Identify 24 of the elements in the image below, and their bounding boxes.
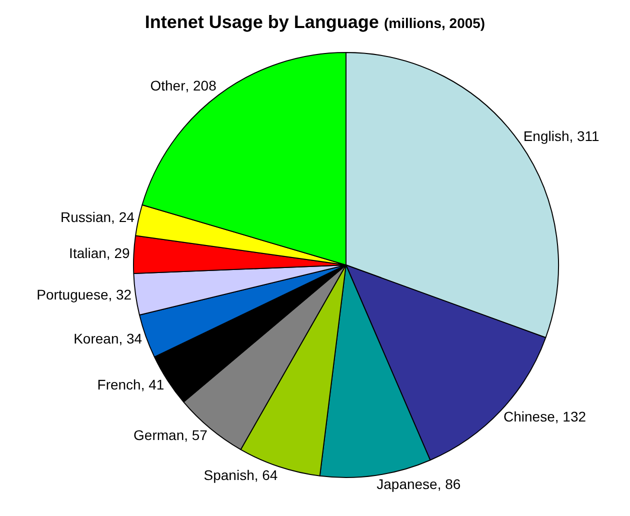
data-label: , 29 — [106, 244, 130, 261]
slice-label: Russian — [60, 208, 112, 225]
data-label: , 32 — [108, 286, 132, 303]
data-label: , 24 — [111, 208, 135, 225]
slice-label: French — [97, 376, 141, 393]
chart-subtitle: (millions, 2005) — [384, 15, 486, 31]
data-label: , 41 — [140, 376, 164, 393]
data-label: , 64 — [254, 467, 278, 483]
slice-label: Italian — [69, 244, 106, 261]
slice-label: Spanish — [204, 467, 254, 483]
data-label: , 57 — [184, 426, 208, 443]
slice-label: Portuguese — [36, 286, 108, 303]
slice-label: English — [523, 128, 570, 144]
slice-label: German — [134, 426, 184, 443]
data-label: , 208 — [185, 78, 217, 94]
data-label: , 86 — [437, 476, 461, 492]
data-label: , 132 — [554, 408, 586, 425]
slice-label: Korean — [74, 330, 119, 347]
chart-title: Intenet Usage by Language — [144, 12, 379, 32]
slice-label: Chinese — [504, 408, 556, 425]
slice-label: Other — [150, 78, 186, 94]
slice-label: Japanese — [376, 476, 438, 492]
data-label: , 34 — [118, 330, 142, 347]
data-label: , 311 — [569, 128, 600, 144]
